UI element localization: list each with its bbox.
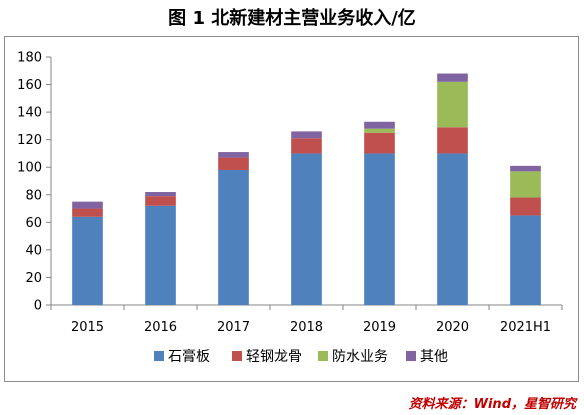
- y-tick-label: 120: [17, 133, 42, 148]
- bar-segment: [291, 138, 322, 153]
- y-tick-label: 20: [25, 271, 42, 286]
- x-tick-label: 2018: [290, 320, 323, 335]
- legend-label: 轻钢龙骨: [246, 349, 302, 365]
- legend-label: 防水业务: [332, 349, 388, 365]
- legend-swatch: [154, 351, 164, 361]
- bar-segment: [510, 166, 541, 172]
- bar-segment: [510, 171, 541, 197]
- bar-segment: [218, 152, 249, 158]
- y-tick-label: 100: [17, 161, 42, 176]
- bar-segment: [145, 192, 176, 196]
- bar-segment: [218, 158, 249, 170]
- bar-segment: [437, 74, 468, 82]
- legend-label: 其他: [420, 349, 448, 365]
- y-tick-label: 160: [17, 78, 42, 93]
- y-tick-label: 60: [25, 216, 42, 231]
- bar-segment: [364, 133, 395, 154]
- bar-segment: [72, 217, 103, 305]
- bar-segment: [437, 82, 468, 127]
- y-tick-label: 180: [17, 51, 42, 66]
- bar-segment: [145, 196, 176, 206]
- bar-segment: [291, 131, 322, 138]
- bar-segment: [72, 202, 103, 209]
- bar-segment: [364, 129, 395, 133]
- bar-segment: [437, 127, 468, 153]
- legend-swatch: [232, 351, 242, 361]
- bar-segment: [364, 153, 395, 305]
- bar-segment: [72, 209, 103, 217]
- bar-segment: [510, 198, 541, 216]
- bar-segment: [437, 153, 468, 305]
- source-note: 资料来源：Wind，星智研究: [409, 393, 576, 412]
- x-tick-label: 2021H1: [500, 320, 551, 335]
- bar-segment: [364, 122, 395, 129]
- x-tick-label: 2016: [144, 320, 177, 335]
- legend-swatch: [318, 351, 328, 361]
- bar-segment: [510, 215, 541, 305]
- bar-segment: [145, 206, 176, 305]
- bar-segment: [291, 153, 322, 305]
- x-tick-label: 2017: [217, 320, 250, 335]
- y-tick-label: 40: [25, 243, 42, 258]
- legend-label: 石膏板: [168, 348, 210, 365]
- bar-segment: [218, 170, 249, 305]
- y-tick-label: 80: [25, 188, 42, 203]
- x-tick-label: 2020: [436, 320, 469, 335]
- legend-swatch: [406, 351, 416, 361]
- x-tick-label: 2019: [363, 320, 396, 335]
- y-tick-label: 0: [34, 299, 42, 314]
- x-tick-label: 2015: [71, 320, 104, 335]
- y-tick-label: 140: [17, 106, 42, 121]
